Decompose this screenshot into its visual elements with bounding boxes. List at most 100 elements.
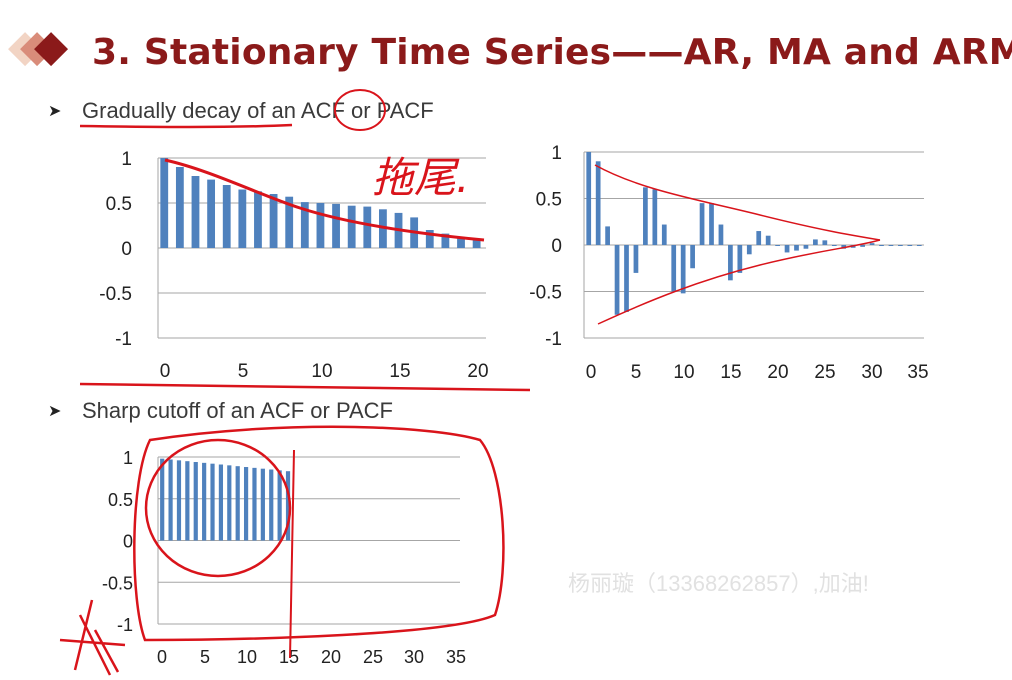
x-tick-label: 25 — [363, 647, 383, 667]
bar — [202, 462, 207, 541]
chart-1: 1 0.5 0 -0.5 -1 0 5 10 15 20 — [99, 149, 488, 382]
bullet-sharp-cutoff: ➤ Sharp cutoff of an ACF or PACF — [48, 398, 393, 424]
bar — [379, 209, 387, 248]
bar — [227, 465, 232, 541]
bar — [394, 212, 403, 248]
x-tick-label: 15 — [279, 647, 299, 667]
slide-title-bar: 3. Stationary Time Series——AR, MA and AR… — [8, 22, 1012, 82]
bar — [794, 245, 799, 251]
bar — [652, 189, 658, 245]
bar — [737, 245, 743, 273]
bar — [643, 187, 648, 245]
x-tick-label: 20 — [767, 362, 788, 383]
bar — [160, 158, 169, 248]
bar — [176, 460, 182, 541]
bar — [907, 245, 913, 246]
bar — [222, 185, 231, 248]
x-tick-label: 30 — [404, 647, 424, 667]
bar — [803, 245, 809, 249]
bar — [185, 461, 190, 541]
x-tick-label: 0 — [160, 361, 171, 382]
chart-2: 1 0.5 0 -0.5 -1 0 5 10 15 20 25 30 35 — [529, 143, 928, 383]
bar — [347, 205, 356, 248]
bar — [175, 167, 184, 248]
x-tick-label: 10 — [311, 361, 332, 382]
bar — [775, 245, 780, 246]
bar — [595, 161, 601, 245]
bar — [841, 245, 847, 249]
bar — [191, 176, 200, 248]
bar — [709, 203, 714, 245]
bar — [410, 217, 419, 248]
x-tick-label: 20 — [321, 647, 341, 667]
y-tick-label: -0.5 — [529, 283, 562, 304]
x-tick-label: 0 — [157, 647, 167, 667]
bar — [718, 224, 724, 245]
bar — [332, 203, 340, 248]
bar — [831, 245, 837, 246]
bar — [425, 230, 434, 248]
bar — [254, 191, 262, 248]
bar — [633, 245, 639, 273]
bar — [690, 245, 695, 269]
bar — [671, 245, 677, 292]
bar — [586, 152, 592, 245]
bar — [260, 468, 265, 541]
bar — [193, 462, 198, 541]
y-tick-label: 0 — [551, 236, 562, 257]
x-tick-label: 5 — [631, 362, 642, 383]
bar — [605, 226, 610, 245]
y-tick-label: -0.5 — [99, 284, 132, 305]
bar — [879, 245, 884, 246]
bar — [472, 239, 481, 248]
bar — [813, 239, 818, 245]
bar — [765, 235, 771, 245]
bar — [269, 194, 278, 248]
bar — [269, 469, 274, 541]
x-tick-label: 5 — [238, 361, 249, 382]
y-tick-label: 1 — [123, 448, 133, 468]
bar — [277, 470, 282, 541]
bar — [252, 467, 257, 541]
bar — [457, 237, 465, 248]
bar — [784, 245, 790, 253]
arrow-bullet-icon: ➤ — [48, 103, 62, 120]
bar — [207, 179, 216, 248]
bar — [728, 245, 733, 281]
y-tick-label: -0.5 — [102, 573, 133, 593]
bar — [441, 233, 450, 248]
y-tick-label: 0.5 — [536, 190, 562, 211]
bar — [300, 202, 309, 248]
y-tick-label: -1 — [545, 329, 562, 350]
y-tick-label: 1 — [551, 143, 562, 164]
x-tick-label: 35 — [907, 362, 928, 383]
bar — [285, 196, 294, 248]
x-tick-label: 10 — [673, 362, 694, 383]
bullet-text: Sharp cutoff of an ACF or PACF — [82, 398, 393, 423]
bar — [680, 245, 686, 294]
bar — [235, 466, 240, 541]
bar — [316, 203, 325, 248]
bar — [661, 224, 667, 245]
bar — [822, 240, 828, 245]
bar — [624, 245, 629, 312]
arrow-bullet-icon: ➤ — [48, 403, 62, 420]
bar — [160, 458, 165, 541]
bar — [869, 243, 875, 245]
x-tick-label: 35 — [446, 647, 466, 667]
bar — [614, 245, 620, 315]
x-tick-label: 5 — [200, 647, 210, 667]
bar — [898, 245, 903, 246]
chart-3: 1 0.5 0 -0.5 -1 0 5 10 15 20 25 30 35 — [102, 448, 466, 667]
bar — [238, 189, 247, 248]
bar — [168, 459, 173, 541]
y-tick-label: 0.5 — [106, 194, 132, 215]
y-tick-label: -1 — [115, 329, 132, 350]
y-tick-label: 0 — [123, 532, 133, 552]
x-tick-label: 15 — [720, 362, 741, 383]
bar — [756, 231, 762, 245]
bar — [888, 245, 894, 246]
x-tick-label: 30 — [861, 362, 882, 383]
bar — [699, 203, 705, 245]
bar — [850, 245, 856, 248]
